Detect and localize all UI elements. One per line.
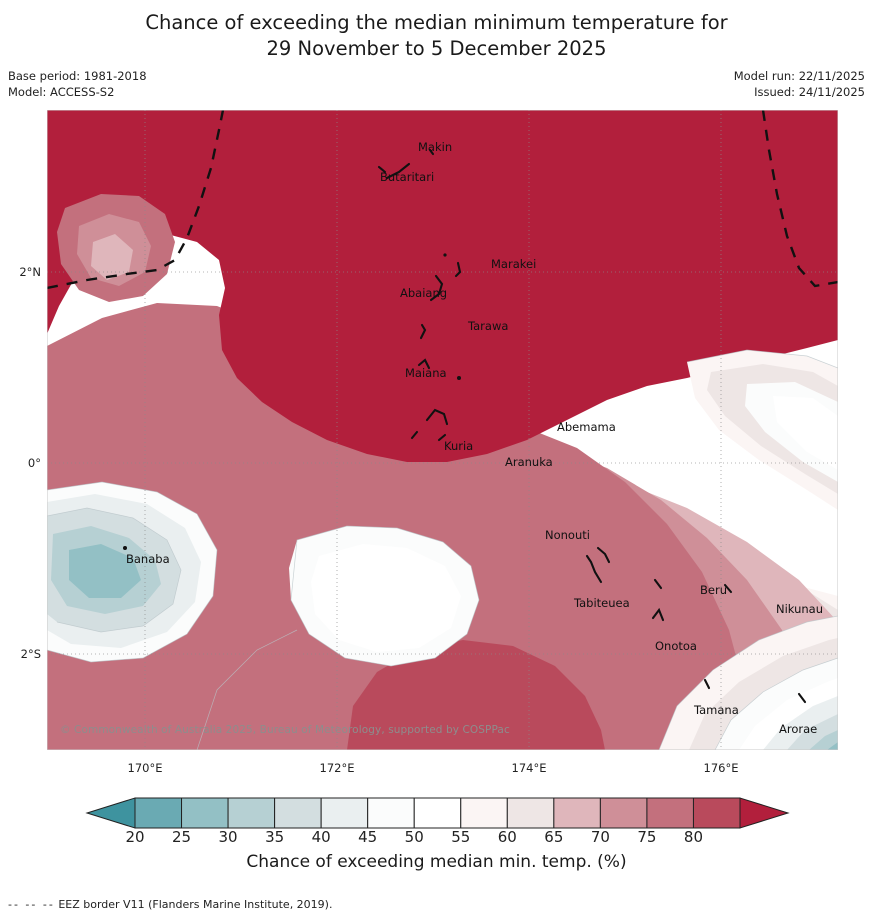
- colorbar-tick: 30: [218, 828, 238, 846]
- colorbar-segment: [553, 797, 601, 829]
- eez-dash-sample: -- -- --: [8, 898, 55, 911]
- colorbar-segment: [413, 797, 462, 829]
- place-label: Tarawa: [468, 319, 509, 333]
- place-label: Tabiteuea: [574, 596, 630, 610]
- lon-tick-label: 172°E: [319, 761, 355, 775]
- colorbar-segment: [320, 797, 369, 829]
- colorbar-segment: [227, 797, 276, 829]
- place-label: Marakei: [491, 257, 537, 271]
- place-label: Abemama: [557, 420, 616, 434]
- place-label: Arorae: [779, 722, 818, 736]
- colorbar-tick: 60: [497, 828, 517, 846]
- colorbar-segment: [460, 797, 508, 829]
- eez-legend-note: -- -- -- EEZ border V11 (Flanders Marine…: [8, 898, 332, 911]
- place-label: Kuria: [444, 439, 474, 453]
- colorbar-tick: 65: [544, 828, 564, 846]
- colorbar-tick: 25: [171, 828, 192, 846]
- graticule: [47, 110, 838, 750]
- colorbar-segment: [181, 797, 229, 829]
- colorbar-segment: [506, 797, 555, 829]
- place-label: Nikunau: [776, 602, 824, 616]
- place-label: Abaiang: [400, 286, 448, 300]
- colorbar-segment: [367, 797, 415, 829]
- colorbar-tick: 20: [125, 828, 145, 846]
- title-line-2: 29 November to 5 December 2025: [266, 37, 607, 60]
- island-dots: [123, 253, 461, 550]
- colorbar-tick: 80: [683, 828, 703, 846]
- place-label: Makin: [418, 140, 453, 154]
- colorbar-segment: [274, 797, 322, 829]
- colorbar-title: Chance of exceeding median min. temp. (%…: [246, 852, 627, 872]
- colorbar-over-arrow: [739, 797, 790, 829]
- colorbar-tick: 75: [637, 828, 657, 846]
- base-period-text: Base period: 1981-2018: [8, 69, 147, 83]
- colorbar-segment: [692, 797, 741, 829]
- page-title: Chance of exceeding the median minimum t…: [0, 10, 873, 62]
- lat-tick-label: 0°: [27, 456, 41, 470]
- colorbar-tick: 40: [311, 828, 331, 846]
- colorbar-tick: 35: [265, 828, 285, 846]
- place-label: Butaritari: [380, 170, 435, 184]
- title-line-1: Chance of exceeding the median minimum t…: [145, 11, 728, 34]
- model-text: Model: ACCESS-S2: [8, 85, 115, 99]
- lon-tick-label: 174°E: [511, 761, 547, 775]
- place-label: Maiana: [405, 366, 447, 380]
- place-label: Aranuka: [505, 455, 553, 469]
- lon-tick-label: 170°E: [127, 761, 163, 775]
- model-run-text: Model run: 22/11/2025: [733, 69, 865, 83]
- colorbar-under-arrow: [85, 797, 136, 829]
- colorbar-tick-labels: 20 25 30 35 40 45 50 55 60 65 70 75 80: [0, 828, 873, 848]
- lon-tick-label: 176°E: [703, 761, 739, 775]
- forecast-map[interactable]: Makin Butaritari Marakei Abaiang Tarawa Maian…: [47, 110, 838, 750]
- place-label: Beru: [700, 583, 727, 597]
- colorbar-tick: 70: [590, 828, 610, 846]
- eez-note-text: EEZ border V11 (Flanders Marine Institut…: [58, 898, 333, 911]
- colorbar-segment: [134, 797, 183, 829]
- place-label: Onotoa: [655, 639, 697, 653]
- island-outlines: [377, 148, 807, 704]
- lat-tick-label: 2°S: [20, 647, 41, 661]
- eez-border: [47, 110, 838, 290]
- lat-tick-label: 2°N: [19, 265, 41, 279]
- colorbar-tick: 45: [358, 828, 378, 846]
- colorbar-segment: [599, 797, 648, 829]
- metadata-right: Model run: 22/11/2025 Issued: 24/11/2025: [734, 68, 865, 100]
- colorbar-tick: 50: [404, 828, 424, 846]
- metadata-left: Base period: 1981-2018 Model: ACCESS-S2: [8, 68, 147, 100]
- map-credit: © Commonwealth of Australia 2025, Bureau…: [60, 724, 510, 736]
- place-label: Tamana: [694, 703, 739, 717]
- colorbar-segment: [646, 797, 694, 829]
- place-label: Banaba: [126, 552, 170, 566]
- colorbar[interactable]: [0, 790, 873, 850]
- contour-field: [47, 110, 838, 750]
- colorbar-tick: 55: [451, 828, 471, 846]
- place-label: Nonouti: [545, 528, 590, 542]
- issued-text: Issued: 24/11/2025: [754, 85, 865, 99]
